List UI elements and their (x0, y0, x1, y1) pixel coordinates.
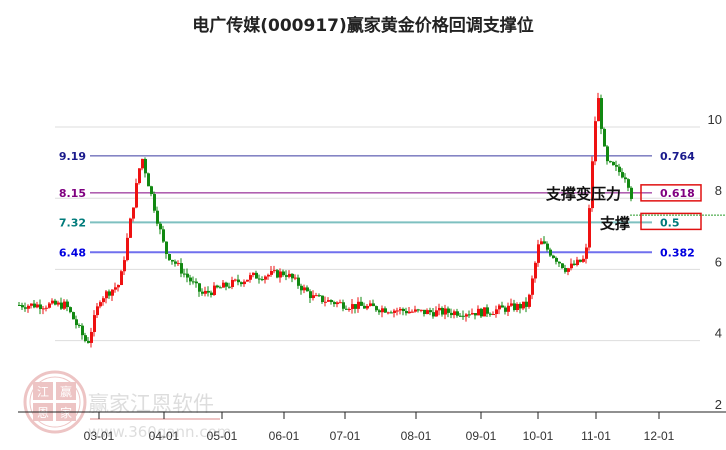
y-tick-label: 4 (715, 326, 722, 341)
watermark: 江 赢 恩 家 赢家江恩软件 www.360gann.com (23, 370, 231, 441)
highlight-box-05 (640, 212, 702, 231)
fibonacci-levels: 9.19 0.764 8.15 0.618 7.32 0.5 6.48 0.382 (59, 150, 726, 259)
fib-price-label: 9.19 (59, 150, 86, 163)
x-tick-label: 11-01 (581, 429, 611, 443)
fib-ratio-label: 0.764 (660, 150, 695, 163)
highlight-box-0618 (640, 184, 702, 202)
svg-text:江: 江 (37, 385, 49, 399)
fib-price-label: 7.32 (59, 216, 86, 229)
axes: 03-01 04-01 05-01 06-01 07-01 08-01 09-01 10-01… (18, 411, 726, 443)
svg-text:恩: 恩 (37, 406, 49, 420)
svg-text:www.360gann.com: www.360gann.com (88, 423, 231, 441)
fib-ratio-label: 0.382 (660, 246, 695, 259)
fib-ratio-label: 0.5 (660, 216, 680, 229)
y-tick-label: 6 (715, 254, 722, 269)
x-tick-label: 08-01 (401, 429, 432, 443)
fib-price-label: 6.48 (59, 246, 86, 259)
grid-lines: 2 4 6 8 10 (55, 112, 722, 412)
x-tick-label: 07-01 (330, 429, 361, 443)
y-tick-label: 10 (708, 112, 722, 127)
x-tick-label: 05-01 (207, 429, 238, 443)
x-tick-label: 06-01 (269, 429, 300, 443)
svg-text:赢: 赢 (60, 384, 72, 399)
annotation-support: 支撑 (599, 214, 630, 232)
fib-ratio-label: 0.618 (660, 187, 695, 200)
candles (18, 92, 633, 348)
x-tick-label: 09-01 (466, 429, 497, 443)
x-tick-label: 03-01 (84, 429, 115, 443)
x-tick-label: 10-01 (523, 429, 554, 443)
x-tick-label: 04-01 (149, 429, 180, 443)
fib-price-label: 8.15 (59, 187, 86, 200)
annotation-support-to-resistance: 支撑变压力 (545, 185, 621, 203)
y-tick-label: 8 (715, 183, 722, 198)
x-tick-label: 12-01 (644, 429, 675, 443)
y-tick-label: 2 (715, 397, 722, 412)
chart-title: 电广传媒(000917)赢家黄金价格回调支撑位 (192, 16, 534, 36)
